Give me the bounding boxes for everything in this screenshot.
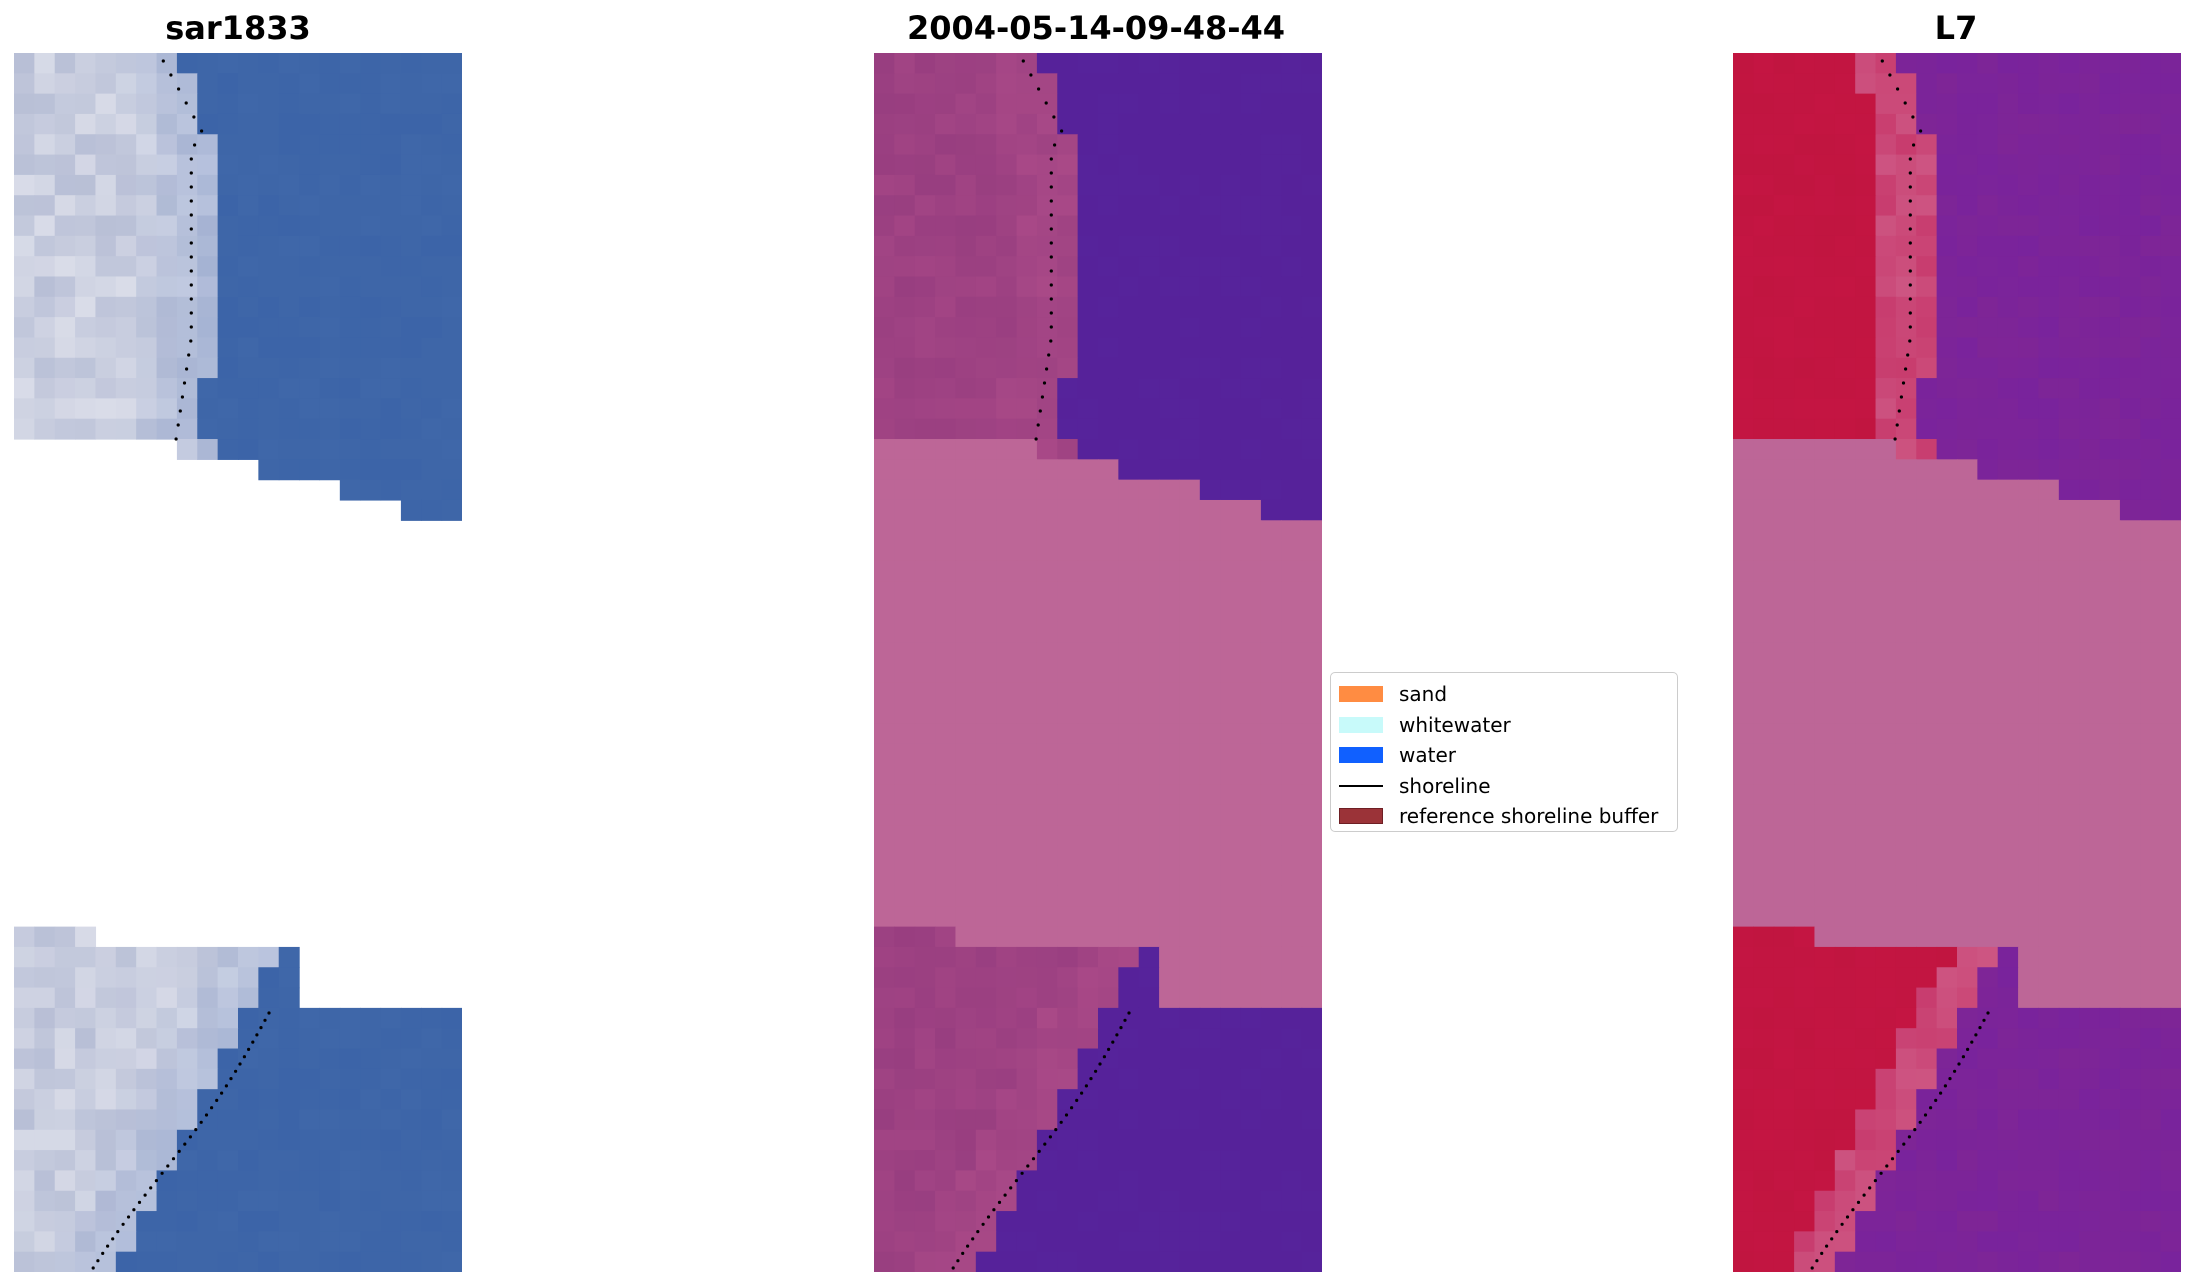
sand-swatch-icon <box>1339 686 1383 703</box>
whitewater-swatch-icon <box>1339 716 1383 733</box>
legend-item-whitewater: whitewater <box>1339 710 1677 741</box>
legend-label-whitewater: whitewater <box>1399 712 1511 737</box>
shoreline-dots <box>91 59 271 1270</box>
legend-label-sand: sand <box>1399 682 1448 707</box>
classified-image-panel <box>1733 53 2181 1272</box>
legend-item-sand: sand <box>1339 679 1677 710</box>
rgb-image-panel <box>14 53 462 1272</box>
panel-title-sensor: L7 <box>1934 9 1978 47</box>
buffer-swatch-icon <box>1339 808 1383 825</box>
shoreline-dots <box>951 59 1131 1270</box>
panel-title-rgb: sar1833 <box>165 9 311 47</box>
water-swatch-icon <box>1339 747 1383 764</box>
legend-item-water: water <box>1339 740 1677 771</box>
panel-title-date: 2004-05-14-09-48-44 <box>906 9 1286 47</box>
class-raster <box>1733 53 2181 1272</box>
legend-item-shoreline: shoreline <box>1339 771 1677 802</box>
index-image-panel <box>874 53 1322 1272</box>
shoreline-line-icon <box>1339 784 1383 787</box>
legend-label-shoreline: shoreline <box>1399 773 1491 798</box>
legend-item-buffer: reference shoreline buffer <box>1339 801 1677 832</box>
legend: sand whitewater water shoreline referenc… <box>1330 672 1678 832</box>
index-raster <box>874 53 1322 1272</box>
legend-label-water: water <box>1399 743 1456 768</box>
legend-label-buffer: reference shoreline buffer <box>1399 804 1659 829</box>
rgb-raster <box>14 53 462 1272</box>
shoreline-dots <box>1810 59 1990 1270</box>
